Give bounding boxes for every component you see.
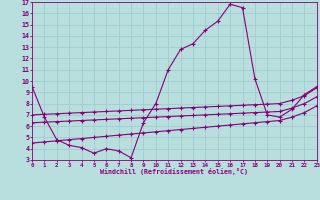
X-axis label: Windchill (Refroidissement éolien,°C): Windchill (Refroidissement éolien,°C) [100, 168, 248, 175]
